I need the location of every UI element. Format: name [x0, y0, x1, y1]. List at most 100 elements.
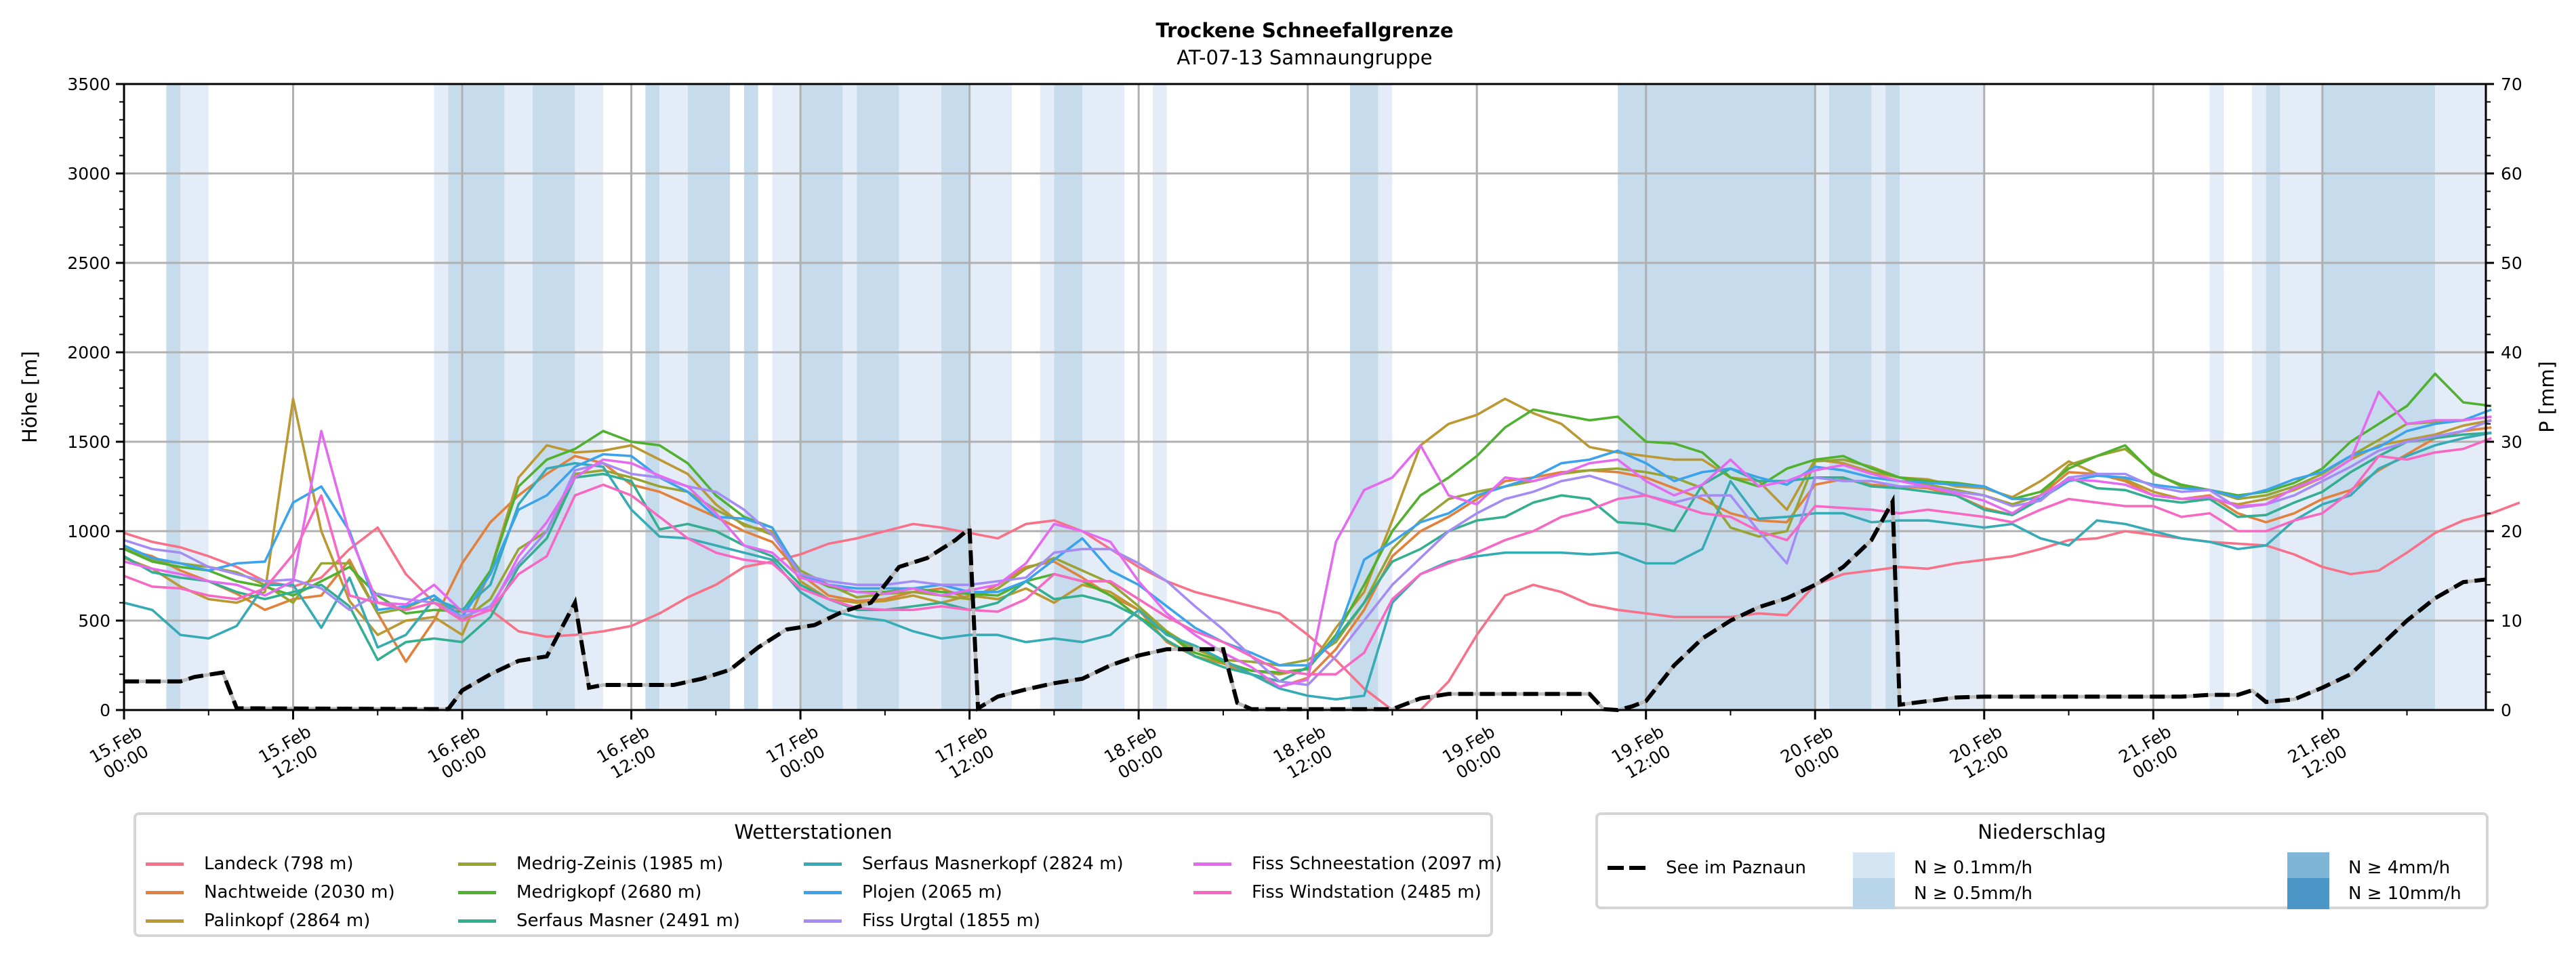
legend-item-station: Fiss Windstation (2485 m) — [1193, 882, 1481, 902]
legend-item-station: Fiss Urgtal (1855 m) — [804, 911, 1040, 931]
y-right-tick-label: 10 — [2501, 611, 2522, 631]
legend-item-precip-3: N ≥ 10mm/h — [2287, 878, 2461, 909]
legend-label: Medrig-Zeinis (1985 m) — [516, 854, 724, 874]
precip-swatch — [1853, 878, 1895, 909]
precip-band — [1040, 84, 1055, 710]
precip-band — [180, 84, 209, 710]
legend-line-swatch — [146, 862, 184, 866]
legend-label: Fiss Windstation (2485 m) — [1252, 882, 1481, 902]
plot-frame — [123, 83, 2487, 711]
series-line-7 — [123, 408, 2492, 667]
precip-band — [1829, 84, 1872, 710]
legend-line-swatch — [1193, 862, 1231, 866]
y-tick-label: 1000 — [67, 522, 110, 541]
dashed-line-swatch — [1608, 866, 1645, 870]
precip-band — [2251, 84, 2266, 710]
precipitation-bands — [166, 84, 2486, 710]
y-axis-label-left: Höhe [m] — [18, 351, 41, 443]
y-axis-right: 0 10 20 30 40 50 60 70 — [2486, 75, 2522, 720]
precip-band — [1378, 84, 1393, 710]
precip-band — [1871, 84, 1886, 710]
legend-label: Palinkopf (2864 m) — [204, 911, 371, 931]
legend-label: N ≥ 4mm/h — [2348, 858, 2451, 878]
legend-line-swatch — [1193, 890, 1231, 894]
y-right-tick-label: 50 — [2501, 253, 2522, 273]
y-axis-left: 0 500 1000 1500 2000 2500 3000 3500 — [67, 75, 124, 720]
precip-band — [2280, 84, 2323, 710]
legend-line-swatch — [146, 890, 184, 894]
precip-band — [504, 84, 533, 710]
legend-line-swatch — [804, 862, 842, 866]
precip-band — [2435, 84, 2486, 710]
y-tick-label: 2500 — [67, 253, 110, 273]
precip-band — [1082, 84, 1125, 710]
grid — [124, 84, 2486, 710]
legend-item-station: Plojen (2065 m) — [804, 882, 1002, 902]
precip-band — [434, 84, 449, 710]
precip-band — [2322, 84, 2436, 710]
legend-precipitation: Niederschlag See im Paznaun N ≥ 0.1mm/h … — [1595, 812, 2489, 909]
legend-label: Fiss Schneestation (2097 m) — [1252, 854, 1502, 874]
legend-line-swatch — [458, 890, 496, 894]
legend-label: Serfaus Masnerkopf (2824 m) — [862, 854, 1124, 874]
legend-line-swatch — [458, 862, 496, 866]
y-right-tick-label: 40 — [2501, 343, 2522, 362]
legend-label: Nachtweide (2030 m) — [204, 882, 395, 902]
y-tick-label: 3500 — [67, 75, 110, 94]
precip-band — [575, 84, 603, 710]
station-series — [123, 372, 2520, 711]
y-right-tick-label: 20 — [2501, 522, 2522, 541]
precip-band — [1815, 84, 1830, 710]
legend-item-station: Nachtweide (2030 m) — [146, 882, 395, 902]
precip-band — [687, 84, 731, 710]
legend-precip-title: Niederschlag — [1978, 820, 2106, 844]
legend-label: Fiss Urgtal (1855 m) — [862, 911, 1041, 931]
precip-band — [772, 84, 801, 710]
y-right-tick-label: 70 — [2501, 75, 2522, 94]
chart-subtitle: AT-07-13 Samnaungruppe — [1177, 46, 1432, 69]
legend-label: N ≥ 10mm/h — [2348, 883, 2461, 904]
series-line-4 — [123, 372, 2492, 674]
legend-label: Serfaus Masner (2491 m) — [516, 911, 740, 931]
legend-line-swatch — [146, 919, 184, 923]
series-line-10 — [123, 437, 2492, 676]
legend-line-swatch — [458, 919, 496, 923]
precip-band — [899, 84, 942, 710]
y-tick-label: 500 — [78, 611, 110, 631]
y-tick-label: 0 — [100, 701, 110, 720]
precip-band — [842, 84, 857, 710]
precip-band — [1618, 84, 1816, 710]
y-right-tick-label: 60 — [2501, 164, 2522, 184]
precip-band — [1054, 84, 1082, 710]
legend-item-station: Palinkopf (2864 m) — [146, 911, 370, 931]
legend-label: Plojen (2065 m) — [862, 882, 1002, 902]
precip-band — [533, 84, 575, 710]
precip-band — [1152, 84, 1167, 710]
legend-label: See im Paznaun — [1666, 858, 1807, 878]
legend-item-precip-1: N ≥ 0.5mm/h — [1853, 878, 2032, 909]
legend-item-station: Fiss Schneestation (2097 m) — [1193, 854, 1502, 874]
see-im-paznaun-line — [124, 494, 2487, 713]
y-tick-label: 2000 — [67, 343, 110, 362]
precip-band — [645, 84, 660, 710]
chart-title: Trockene Schneefallgrenze — [1156, 19, 1453, 42]
series-line-9 — [123, 390, 2492, 688]
precip-band — [2209, 84, 2224, 710]
legend-line-swatch — [804, 890, 842, 894]
precip-band — [1899, 84, 1984, 710]
y-tick-label: 1500 — [67, 432, 110, 452]
legend-label: N ≥ 0.1mm/h — [1914, 858, 2033, 878]
